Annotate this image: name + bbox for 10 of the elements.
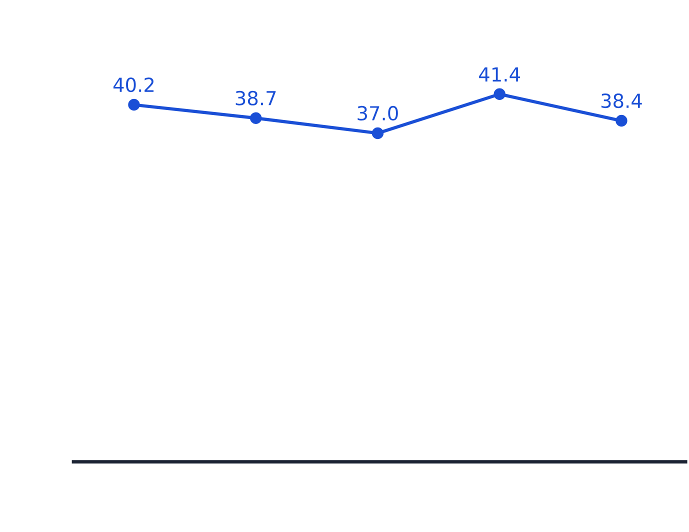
point (616, 115, 628, 127)
data-label: 41.4 (479, 68, 520, 82)
data-label: 40.2 (113, 78, 154, 92)
data-label: 37.0 (358, 106, 398, 121)
point (494, 88, 506, 100)
data-label: 38.4 (601, 94, 642, 108)
data-label: 38.7 (236, 91, 276, 106)
point (128, 99, 140, 111)
point (250, 112, 262, 124)
point (372, 128, 384, 140)
